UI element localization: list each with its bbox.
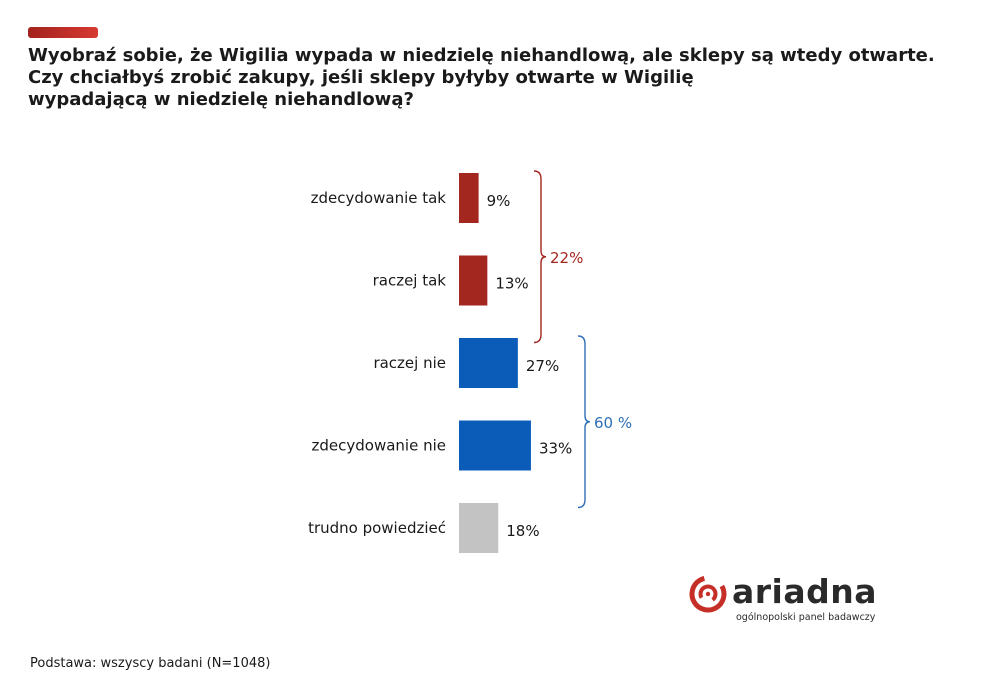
- bar-raczej-nie: [459, 338, 518, 388]
- value-label-zdecydowanie-nie: 33%: [539, 440, 572, 458]
- bar-trudno-powiedzieć: [459, 503, 499, 553]
- logo-tagline: ogólnopolski panel badawczy: [736, 612, 876, 623]
- title-line-2: Czy chciałbyś zrobić zakupy, jeśli sklep…: [28, 67, 694, 88]
- value-label-raczej-nie: 27%: [526, 357, 559, 375]
- accent-bar: [28, 27, 98, 38]
- bar-zdecydowanie-tak: [459, 173, 479, 223]
- value-label-zdecydowanie-tak: 9%: [487, 192, 511, 210]
- group-total-label-2: 60 %: [594, 414, 632, 432]
- ariadna-logo: ariadna ogólnopolski panel badawczy: [688, 572, 888, 628]
- logo-word: ariadna: [732, 572, 878, 611]
- category-label-zdecydowanie-nie: zdecydowanie nie: [312, 437, 446, 455]
- title-line-3: wypadającą w niedzielę niehandlową?: [28, 89, 414, 110]
- group-bracket-1: [533, 170, 547, 344]
- chart-title: Wyobraź sobie, że Wigilia wypada w niedz…: [28, 45, 978, 111]
- bar-chart: zdecydowanie tak 9% raczej tak 13% raczej ni…: [308, 170, 632, 553]
- value-label-raczej-tak: 13%: [495, 275, 528, 293]
- ariadna-spiral-icon: [689, 575, 727, 613]
- base-footnote: Podstawa: wszyscy badani (N=1048): [30, 656, 271, 671]
- category-label-raczej-nie: raczej nie: [373, 354, 446, 372]
- title-line-1: Wyobraź sobie, że Wigilia wypada w niedz…: [28, 45, 935, 66]
- category-label-zdecydowanie-tak: zdecydowanie tak: [311, 189, 447, 207]
- group-bracket-2: [577, 335, 591, 509]
- group-total-label-1: 22%: [550, 249, 583, 267]
- category-label-trudno-powiedzieć: trudno powiedzieć: [308, 519, 446, 537]
- bar-raczej-tak: [459, 255, 488, 306]
- category-label-raczej-tak: raczej tak: [373, 272, 447, 290]
- value-label-trudno-powiedzieć: 18%: [506, 522, 539, 540]
- bar-zdecydowanie-nie: [459, 420, 531, 471]
